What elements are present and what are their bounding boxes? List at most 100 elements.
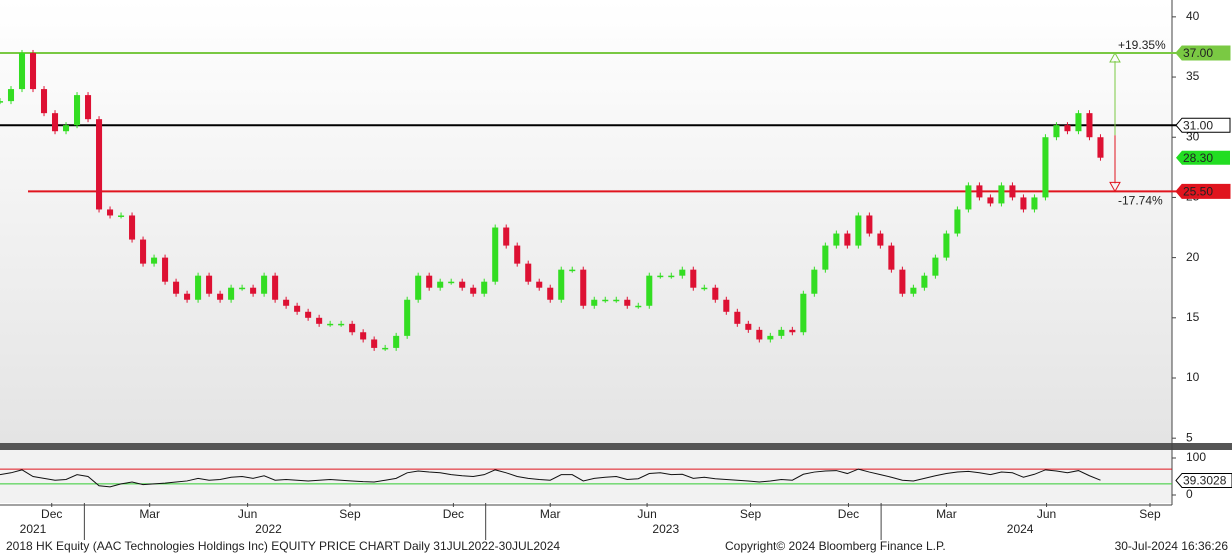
candle [833,233,840,246]
candle [7,89,15,102]
candle [987,197,994,204]
x-tick-label: Sep [1139,507,1161,521]
candle [844,233,851,246]
candle [998,185,1005,204]
candle [404,299,411,336]
candle [40,89,48,114]
candle [789,329,796,333]
candle [371,339,378,348]
candle [481,281,488,294]
candle [888,245,895,270]
candle [613,299,620,302]
x-tick-label: Dec [443,507,464,521]
candle [360,332,367,340]
level-tag [1175,183,1231,199]
candle [910,287,917,294]
candle [184,293,191,300]
year-label: 2022 [255,522,282,536]
candle [349,323,356,333]
last-price-label: 28.30 [1183,151,1213,165]
candle [800,293,807,333]
candle [1086,113,1093,138]
y-tick-label: 5 [1186,430,1193,444]
candle [74,95,81,126]
candle [492,227,499,282]
candle [745,323,752,330]
candle [657,275,664,278]
candle [129,215,136,240]
candle [382,347,389,350]
candle [338,323,345,326]
candle [943,233,950,258]
candle [547,287,554,300]
down-arrowhead [1109,181,1121,193]
x-tick-label: Sep [339,507,361,521]
candle [0,101,4,103]
candle [503,227,510,246]
level-tag [1175,45,1231,61]
candle [470,287,477,294]
candle [558,269,565,300]
candle [459,281,466,288]
candle [393,335,400,348]
candle [767,335,774,340]
last-price-tag [1176,150,1230,165]
price-panel [0,0,1172,443]
y-tick-label: 20 [1186,250,1200,264]
candle [1064,125,1071,132]
candle [877,233,884,246]
x-tick-label: Mar [540,507,561,521]
candle [18,52,26,90]
candle [679,269,686,276]
candle [1020,197,1027,210]
candle [954,209,961,234]
rsi-tick-label: 0 [1186,487,1193,501]
candle [250,287,257,294]
candle [580,269,587,306]
candle [602,299,609,302]
candle [756,329,763,340]
year-label: 2021 [20,522,47,536]
candle [811,269,818,294]
candle [646,275,653,306]
candle [734,311,741,324]
x-tick-label: Jun [1037,507,1056,521]
candle [668,275,675,278]
candle [29,52,37,90]
candle [899,269,906,294]
candle [1042,137,1049,198]
candle [965,185,972,210]
rsi-line [0,468,1101,488]
y-tick-label: 30 [1186,129,1200,143]
candle [426,275,433,288]
candle [217,293,224,300]
candle [536,281,543,288]
annotation: -17.74% [1118,194,1163,208]
copyright: Copyright© 2024 Bloomberg Finance L.P. [725,539,946,553]
candle [272,275,279,300]
year-label: 2023 [652,522,679,536]
rsi-tag-label: 39.3028 [1183,474,1227,488]
candle [173,281,180,294]
x-tick-label: Mar [139,507,160,521]
y-tick-label: 35 [1186,69,1200,83]
candle [1009,185,1016,198]
candle [327,323,334,326]
candle [63,125,70,132]
candle [701,287,708,290]
candle [85,95,92,120]
x-tick-label: Sep [740,507,762,521]
candle [866,215,873,234]
candle [261,275,268,294]
candle [1031,197,1038,210]
level-tag [1175,117,1231,133]
candle [228,287,235,300]
candle [195,275,202,300]
candle [635,305,642,308]
candle [932,257,939,276]
annotation: +19.35% [1118,38,1166,52]
candle [778,329,785,336]
candle [712,287,719,300]
x-tick-label: Jun [238,507,257,521]
